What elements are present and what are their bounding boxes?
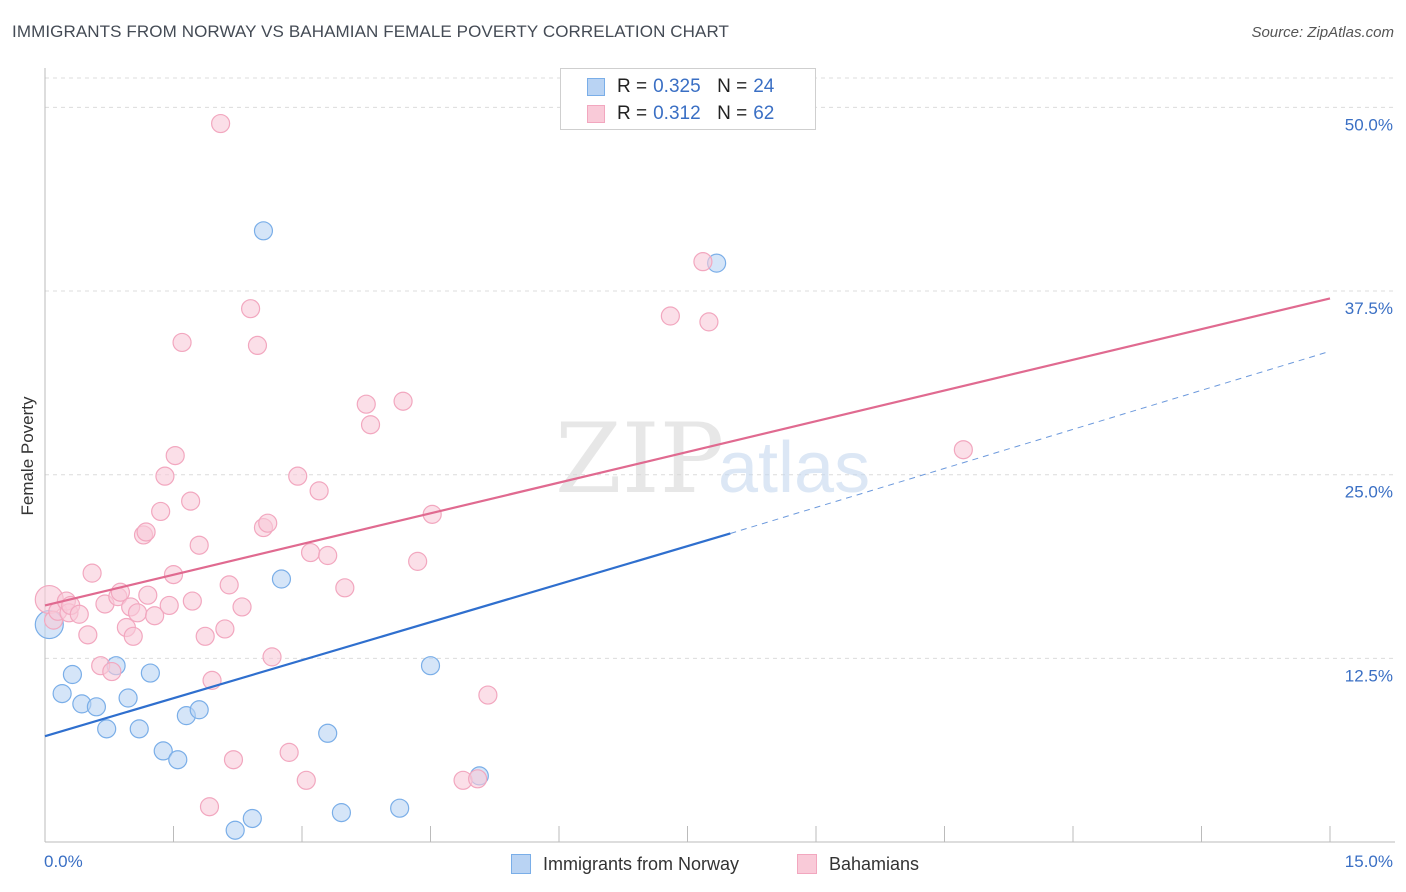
bahamians-point (699, 312, 719, 332)
legend-row-bahamians: R = 0.312 N = 62 (587, 101, 774, 127)
norway-point (225, 820, 245, 840)
legend-row-norway: R = 0.325 N = 24 (587, 74, 774, 100)
bahamians-point (232, 597, 252, 617)
legend-r-value-bahamians: 0.312 (653, 103, 701, 124)
norway-point (140, 663, 160, 683)
bahamians-point (300, 542, 321, 563)
norway-point (242, 808, 262, 829)
bahamians-point (296, 770, 316, 790)
bahamians-point (102, 661, 122, 682)
bahamians-point (211, 113, 231, 134)
norway-point (153, 741, 173, 761)
bahamians-point (189, 535, 209, 555)
legend-r-label: R = (617, 76, 648, 97)
chart-source: Source: ZipAtlas.com (1251, 24, 1394, 41)
legend-r-value-norway: 0.325 (653, 76, 701, 97)
x-tick-label-max: 15.0% (1344, 852, 1393, 871)
legend-item-bahamians[interactable]: Bahamians (797, 852, 919, 876)
bahamians-point (69, 604, 89, 624)
norway-point (318, 723, 338, 743)
bahamians-point (660, 306, 680, 326)
norway-point (97, 719, 117, 739)
legend-stats: R = 0.325 N = 24 R = 0.312 N = 62 (560, 68, 816, 130)
bahamians-point (953, 440, 973, 460)
legend-n-value-norway: 24 (753, 76, 775, 97)
bahamians-point (199, 797, 220, 817)
legend-swatch-norway (587, 78, 605, 96)
legend-n-label: N = (717, 76, 748, 97)
watermark-atlas: atlas (718, 428, 870, 508)
bahamians-point (127, 603, 148, 623)
bahamians-point (82, 563, 102, 583)
bahamians-point (78, 625, 98, 645)
bahamians-point (181, 491, 201, 511)
x-tick-label-min: 0.0% (44, 852, 83, 871)
bahamians-point (223, 750, 244, 770)
bahamians-point (478, 685, 498, 705)
norway-point (390, 798, 410, 818)
legend-swatch-bahamians (587, 105, 605, 123)
bahamians-point (182, 591, 202, 611)
bahamians-point (288, 466, 308, 486)
bahamians-point (215, 619, 235, 639)
norway-point (168, 750, 188, 770)
y-tick-label: 25.0% (1345, 483, 1393, 502)
y-tick-label: 37.5% (1345, 299, 1393, 318)
bahamians-point (247, 335, 268, 355)
legend-n-value-bahamians: 62 (753, 103, 775, 124)
bahamians-point (408, 551, 428, 571)
norway-point (86, 697, 107, 717)
norway-point (129, 719, 149, 739)
bahamians-point (360, 415, 381, 435)
bahamians-point (159, 595, 179, 616)
bahamians-point (241, 299, 261, 319)
y-tick-label: 50.0% (1345, 115, 1393, 134)
bahamians-point (318, 545, 338, 566)
bahamians-point (219, 575, 239, 595)
bahamians-point (136, 522, 156, 542)
bahamians-trendline (44, 297, 1331, 607)
norway-point (62, 664, 83, 685)
bahamians-point (258, 513, 278, 533)
bahamians-point (356, 394, 376, 414)
norway-point (52, 684, 72, 704)
legend-swatch-bahamians (797, 854, 817, 874)
bahamians-point (138, 585, 158, 605)
bahamians-point (123, 626, 143, 646)
legend-label-norway: Immigrants from Norway (543, 853, 740, 874)
bahamians-point (262, 647, 282, 667)
watermark-zip: ZIP (555, 403, 724, 515)
norway-point (253, 221, 274, 241)
legend-label-bahamians: Bahamians (829, 853, 920, 874)
bahamians-point (172, 332, 192, 353)
y-tick-label: 12.5% (1345, 666, 1393, 685)
bahamians-point (309, 481, 329, 501)
bahamians-point (393, 391, 413, 411)
norway-point (420, 656, 441, 676)
bahamians-point (145, 606, 165, 626)
bahamians-point (195, 626, 215, 646)
norway-point (331, 803, 352, 823)
norway-point (189, 700, 209, 720)
bahamians-point (468, 769, 488, 789)
chart-title: IMMIGRANTS FROM NORWAY VS BAHAMIAN FEMAL… (12, 22, 730, 41)
bahamians-point (155, 466, 175, 486)
legend-r-label: R = (617, 103, 648, 124)
bahamians-point (279, 742, 299, 762)
bahamians-point (165, 445, 185, 466)
norway-point (271, 569, 292, 589)
legend-n-label: N = (717, 103, 748, 124)
bahamians-point (151, 501, 171, 522)
norway-trendline (44, 532, 731, 738)
bahamians-point (693, 252, 713, 272)
norway-point (118, 688, 138, 708)
norway-trendline-extension (730, 350, 1331, 534)
legend-item-norway[interactable]: Immigrants from Norway (511, 852, 739, 876)
bahamians-point (335, 578, 355, 598)
legend-swatch-norway (511, 854, 531, 874)
